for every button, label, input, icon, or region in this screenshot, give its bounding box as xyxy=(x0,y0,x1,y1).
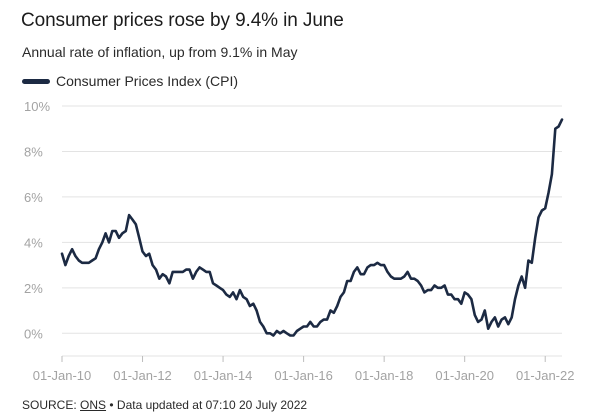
y-tick-label: 2% xyxy=(24,281,43,296)
source-link[interactable]: ONS xyxy=(80,398,107,412)
y-tick-label: 0% xyxy=(24,326,43,341)
y-tick-label: 10% xyxy=(24,99,50,114)
x-tick-label: 01-Jan-22 xyxy=(516,368,575,383)
y-tick-label: 4% xyxy=(24,235,43,250)
footer: SOURCE: ONS • Data updated at 07:10 20 J… xyxy=(22,398,307,412)
footer-prefix: SOURCE: xyxy=(22,398,81,412)
legend-swatch xyxy=(22,78,50,84)
legend: Consumer Prices Index (CPI) xyxy=(22,72,238,90)
series-line-cpi xyxy=(60,118,564,337)
x-tick-label: 01-Jan-18 xyxy=(355,368,414,383)
y-tick-label: 6% xyxy=(24,190,43,205)
x-tick-label: 01-Jan-12 xyxy=(113,368,172,383)
chart-title: Consumer prices rose by 9.4% in June xyxy=(21,10,344,31)
y-tick-label: 8% xyxy=(24,144,43,159)
x-tick-label: 01-Jan-16 xyxy=(274,368,333,383)
x-tick-label: 01-Jan-14 xyxy=(194,368,253,383)
x-tick-label: 01-Jan-20 xyxy=(435,368,494,383)
footer-suffix: • Data updated at 07:10 20 July 2022 xyxy=(106,398,308,412)
x-tick-label: 01-Jan-10 xyxy=(33,368,92,383)
legend-label: Consumer Prices Index (CPI) xyxy=(56,73,239,89)
chart-subtitle: Annual rate of inflation, up from 9.1% i… xyxy=(22,44,298,60)
